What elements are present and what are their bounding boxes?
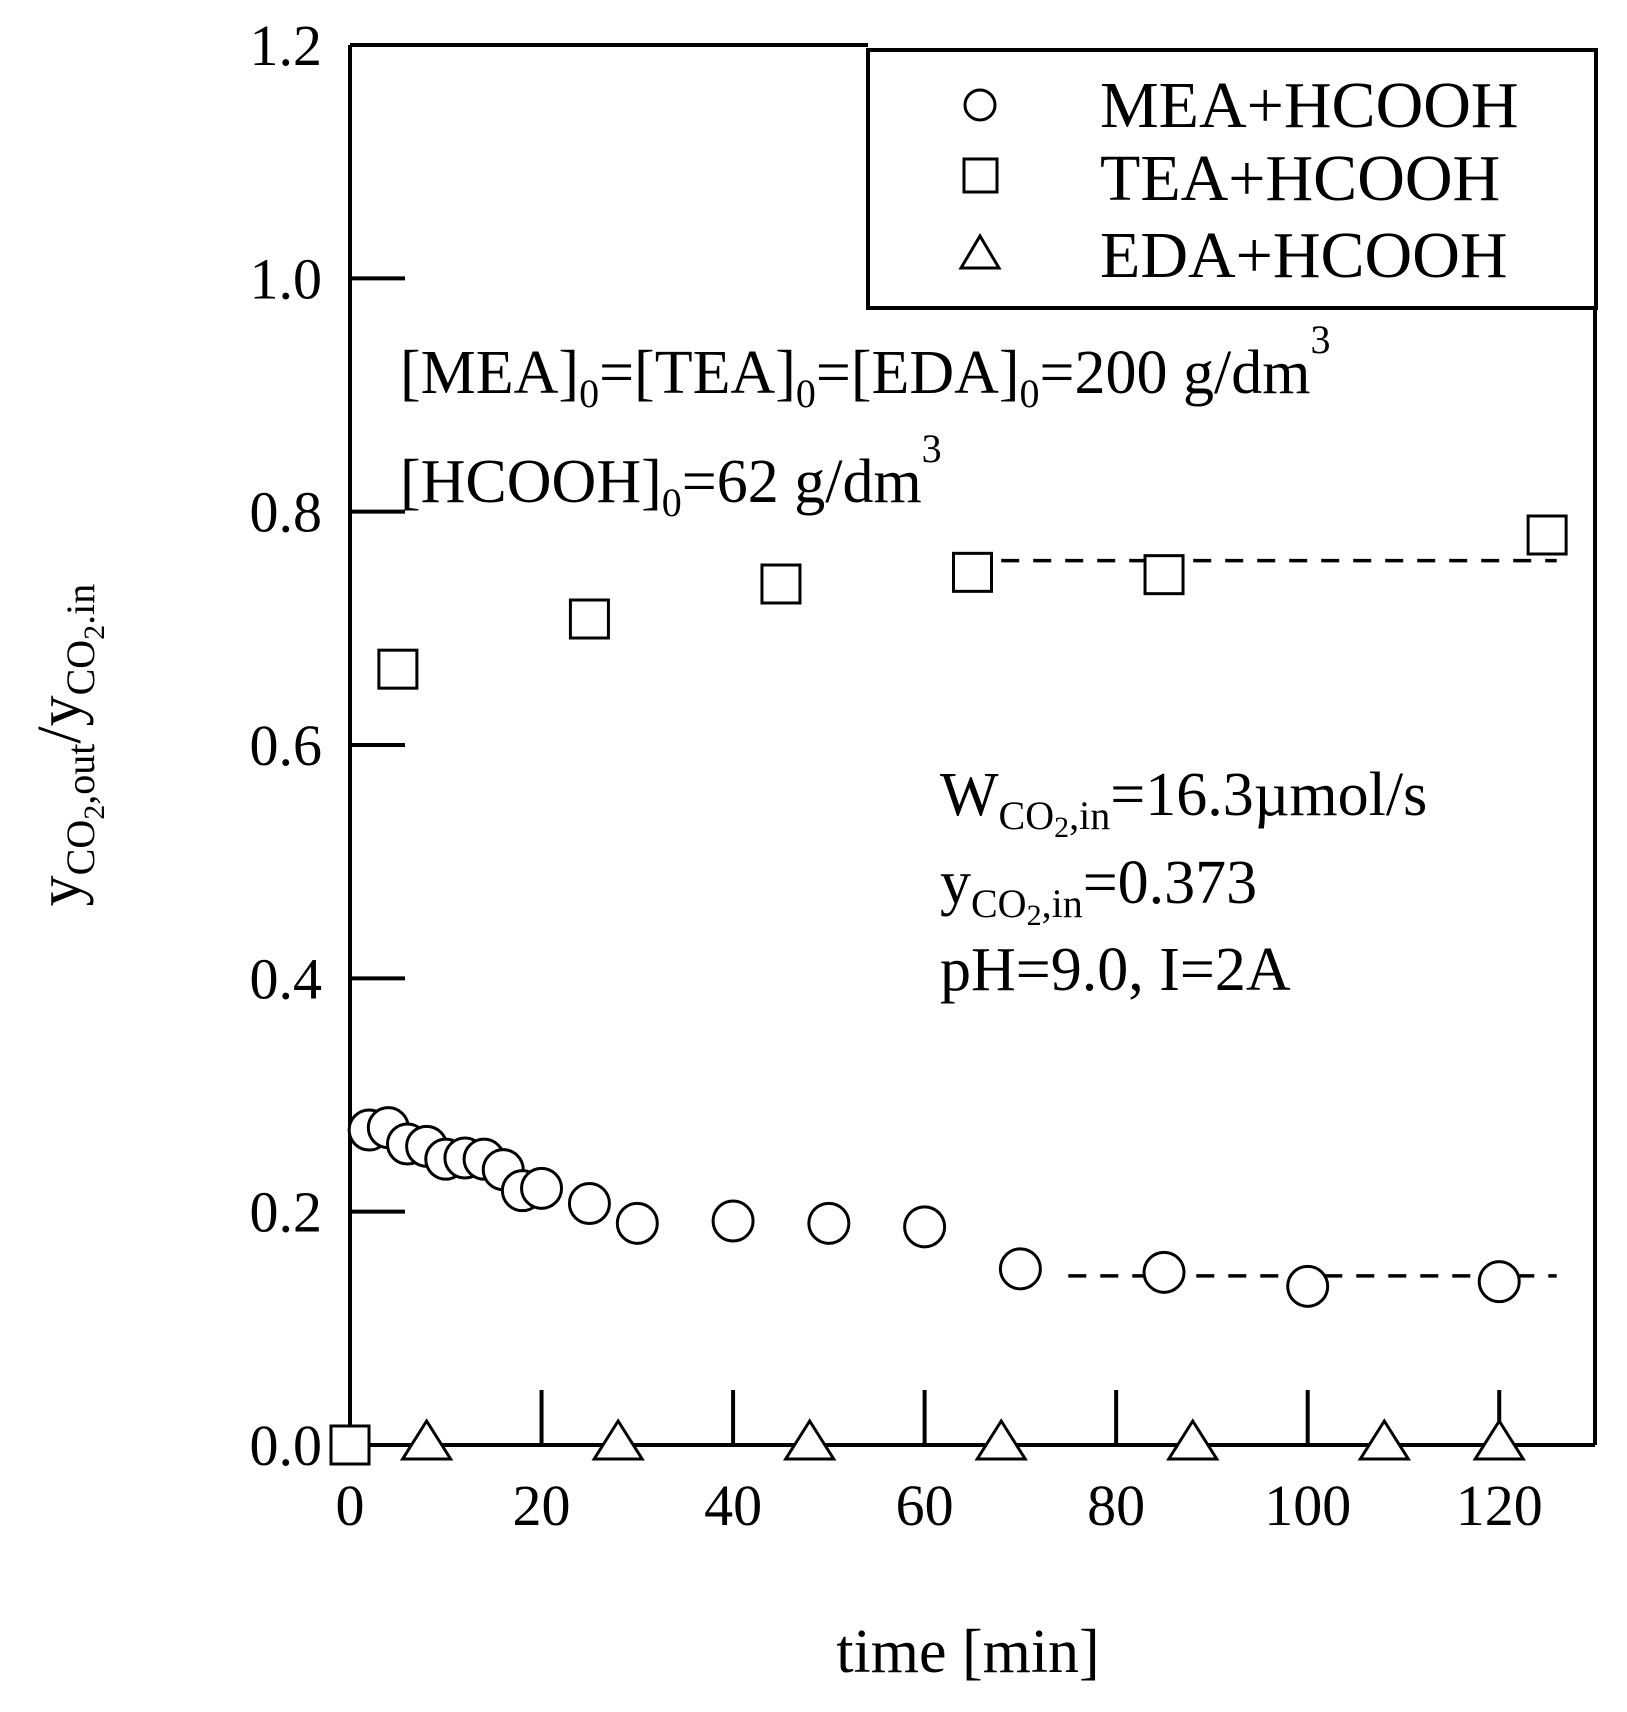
legend-label-eda: EDA+HCOOH (1100, 219, 1508, 292)
data-point-triangle (591, 1418, 645, 1461)
data-point-square (760, 563, 802, 605)
svg-text:yCO2,out/yCO2.in: yCO2,out/yCO2.in (26, 584, 111, 907)
annotation-conditions: pH=9.0, I=2A (940, 936, 1291, 1004)
x-axis-title: time [min] (836, 1618, 1099, 1686)
y-tick-label: 0.0 (250, 1413, 323, 1478)
x-axis: 0 20 40 60 80 100 120 (336, 1390, 1543, 1538)
y-title-y1: y (26, 875, 94, 906)
data-point-circle (998, 1247, 1042, 1291)
annotation-y-in: yCO2,in=0.373 (940, 849, 1257, 932)
data-point-circle (1142, 1250, 1186, 1294)
data-point-circle (807, 1201, 851, 1245)
y-title-y1-sub2: 2 (78, 805, 111, 820)
data-point-square (377, 648, 419, 690)
legend-label-tea: TEA+HCOOH (1100, 142, 1500, 215)
y-title-y2-sub: CO (58, 640, 103, 696)
y-tick-label: 1.2 (250, 13, 323, 78)
x-tick-label: 80 (1087, 1473, 1145, 1538)
legend: MEA+HCOOH TEA+HCOOH EDA+HCOOH (866, 48, 1598, 310)
y-tick-label: 1.0 (250, 246, 323, 311)
data-point-circle (903, 1205, 947, 1249)
data-point-square (329, 1424, 371, 1466)
x-tick-label: 40 (704, 1473, 762, 1538)
y-tick-label: 0.2 (250, 1180, 323, 1245)
data-point-circle (1286, 1264, 1330, 1308)
data-point-circle (520, 1166, 564, 1210)
annotation-flow-rate: WCO2,in=16.3µmol/s (940, 761, 1427, 844)
data-point-square (1143, 554, 1185, 596)
y-title-y2: y (26, 695, 94, 726)
x-tick-label: 120 (1456, 1473, 1543, 1538)
x-tick-label: 0 (336, 1473, 365, 1538)
data-point-square (1526, 514, 1568, 556)
data-point-triangle (1357, 1418, 1412, 1461)
y-axis: 0.0 0.2 0.4 0.6 0.8 1.0 1.2 (250, 13, 405, 1478)
x-tick-label: 60 (896, 1473, 954, 1538)
trend-lines (1001, 558, 1557, 1278)
x-tick-label: 20 (513, 1473, 571, 1538)
y-title-y1-sub: CO (58, 820, 103, 876)
data-markers (329, 514, 1568, 1466)
annotation-concentrations-1: [MEA]0=[TEA]0=[EDA]0=200 g/dm3 (400, 317, 1330, 416)
y-tick-label: 0.6 (250, 713, 323, 778)
legend-marker-square (962, 157, 999, 194)
y-tick-label: 0.8 (250, 480, 323, 545)
y-title-slash: / (26, 726, 94, 744)
data-point-circle (567, 1182, 611, 1225)
data-point-square (568, 598, 610, 640)
data-point-circle (615, 1201, 659, 1245)
data-point-triangle (1166, 1418, 1220, 1461)
y-title-y2-sub3: .in (58, 584, 103, 625)
x-tick-label: 100 (1264, 1473, 1351, 1538)
data-point-triangle (1472, 1418, 1526, 1461)
data-point-triangle (974, 1418, 1028, 1461)
y-axis-title: yCO2,out/yCO2.in (26, 584, 111, 907)
y-title-y2-sub2: 2 (78, 625, 111, 640)
data-point-square (952, 551, 993, 593)
data-point-circle (711, 1199, 755, 1243)
legend-label-mea: MEA+HCOOH (1100, 69, 1519, 142)
annotation-concentrations-2: [HCOOH]0=62 g/dm3 (400, 426, 942, 525)
y-title-y1-sub3: ,out (58, 744, 103, 805)
legend-marker-circle (963, 88, 997, 122)
y-tick-label: 0.4 (250, 946, 323, 1011)
data-point-triangle (399, 1418, 454, 1461)
legend-marker-triangle (958, 233, 1002, 270)
data-point-circle (1477, 1260, 1521, 1304)
data-point-triangle (782, 1418, 837, 1461)
